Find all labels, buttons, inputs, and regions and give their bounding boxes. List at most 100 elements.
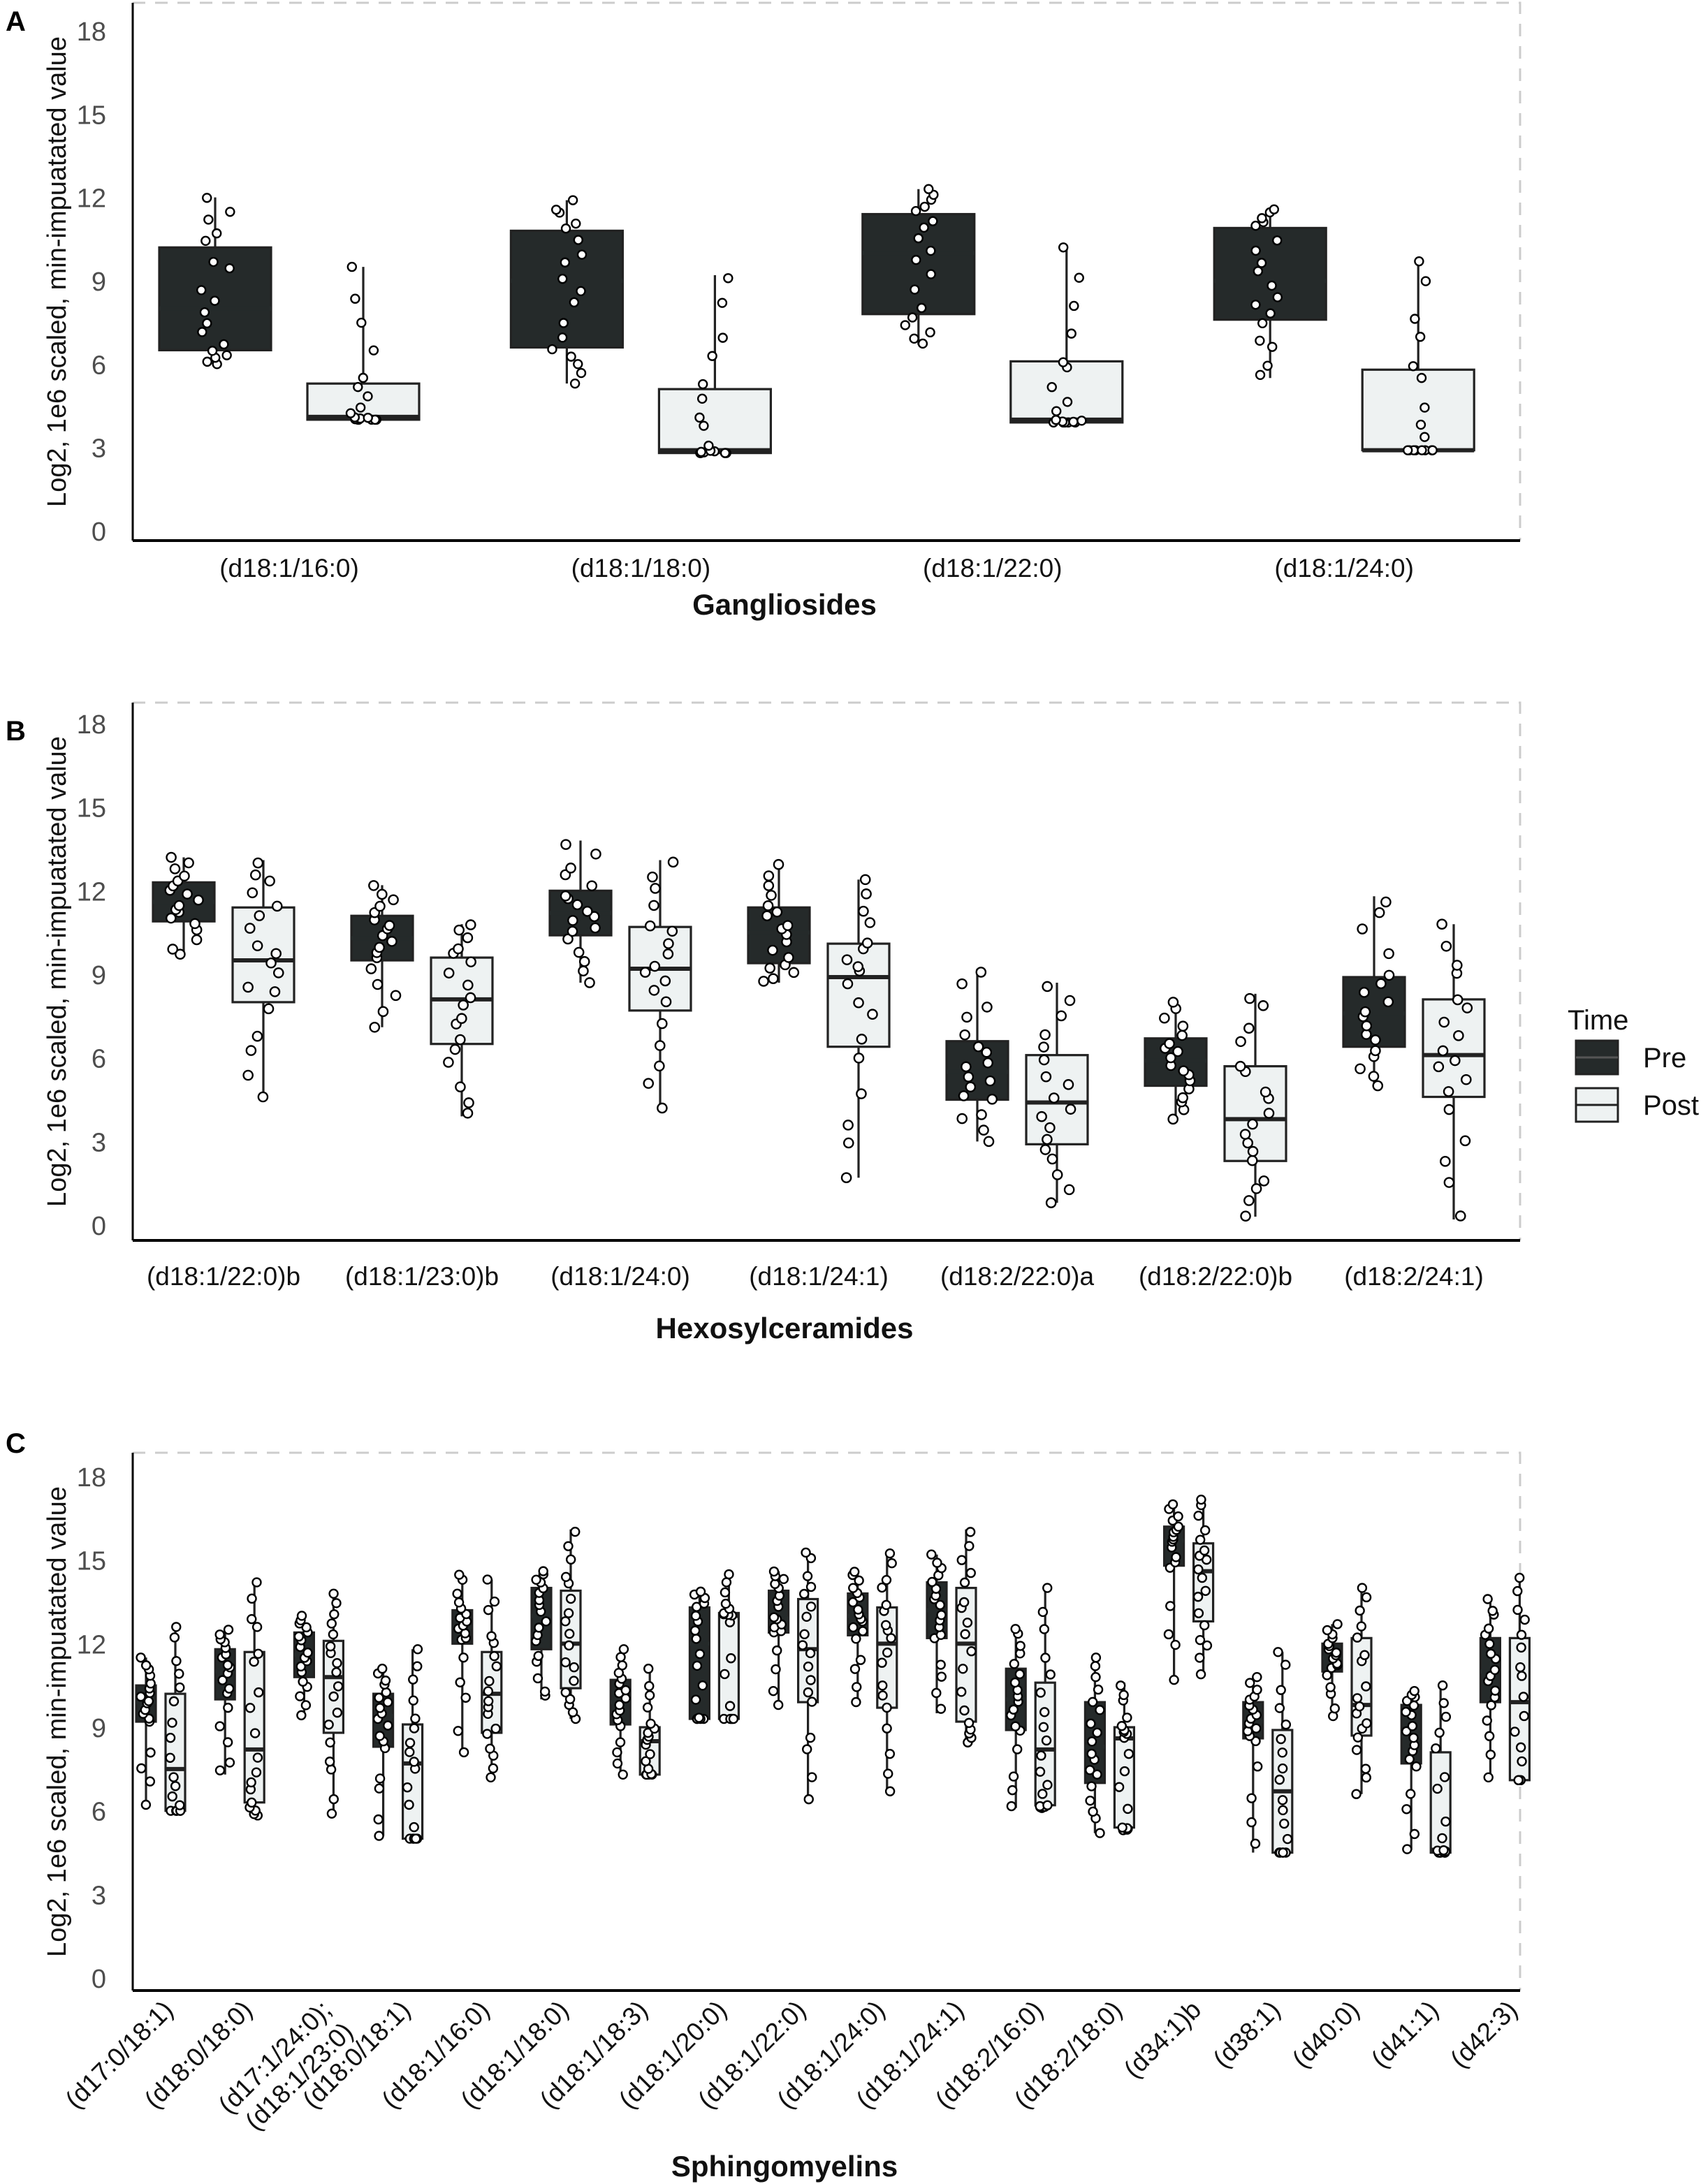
data-point <box>1368 1071 1380 1082</box>
data-point <box>1008 1771 1019 1782</box>
data-point <box>380 1676 391 1686</box>
data-point <box>1453 1030 1464 1041</box>
y-tick-label: 18 <box>77 1463 106 1493</box>
x-axis-title: Gangliosides <box>692 588 877 621</box>
data-point <box>1375 978 1387 990</box>
data-point <box>175 1800 185 1810</box>
data-point <box>1383 948 1394 960</box>
data-point <box>801 1547 811 1558</box>
data-point <box>402 1782 413 1793</box>
box-post <box>955 1527 977 1747</box>
box-post <box>1271 1647 1294 1858</box>
data-point <box>581 906 593 917</box>
data-point <box>1352 1693 1363 1703</box>
data-point <box>618 1644 629 1655</box>
data-point <box>1373 907 1385 918</box>
x-tick-label: (d18:2/24:1) <box>1344 1262 1484 1291</box>
data-point <box>1042 981 1053 992</box>
data-point <box>328 1691 339 1702</box>
data-point <box>1280 1720 1292 1730</box>
data-point <box>657 1102 668 1114</box>
data-point <box>452 1588 462 1599</box>
data-point <box>1322 1625 1333 1636</box>
data-point <box>271 900 283 912</box>
data-point <box>558 318 569 328</box>
data-point <box>936 1671 947 1682</box>
data-point <box>1242 1137 1253 1149</box>
data-point <box>767 944 778 956</box>
data-point <box>254 1687 264 1698</box>
data-point <box>1058 242 1069 253</box>
x-axis-title: Hexosylceramides <box>656 1312 914 1344</box>
data-point <box>1250 1838 1261 1849</box>
data-point <box>1437 1045 1449 1057</box>
data-point <box>958 1664 968 1674</box>
data-point <box>913 233 924 244</box>
data-point <box>485 1743 495 1754</box>
data-point <box>576 367 587 379</box>
data-point <box>849 1664 861 1674</box>
data-point <box>612 1747 622 1758</box>
box-post <box>1223 992 1287 1222</box>
data-point <box>1440 1156 1451 1167</box>
data-point <box>978 1124 989 1136</box>
data-point <box>191 934 203 946</box>
data-point <box>388 894 399 906</box>
data-point <box>925 327 935 338</box>
data-point <box>483 1696 494 1706</box>
data-point <box>703 440 714 451</box>
data-point <box>167 944 179 955</box>
data-point <box>1197 1572 1208 1583</box>
data-point <box>296 1710 307 1721</box>
data-point <box>694 1648 706 1659</box>
data-point <box>1439 1772 1450 1782</box>
data-point <box>404 1747 415 1757</box>
data-point <box>1437 1680 1448 1691</box>
data-point <box>565 1593 576 1604</box>
data-point <box>576 286 586 296</box>
x-tick-label: (d18:1/22:0) <box>923 554 1063 582</box>
data-point <box>560 1657 571 1668</box>
data-point <box>1093 1684 1104 1695</box>
data-point <box>1361 1772 1371 1783</box>
data-point <box>1088 1806 1098 1817</box>
data-point <box>324 1757 335 1767</box>
data-point <box>981 1002 993 1013</box>
data-point <box>1012 1744 1023 1754</box>
data-point <box>964 1541 975 1551</box>
data-point <box>1116 1680 1126 1691</box>
data-point <box>1484 1639 1495 1649</box>
data-point <box>1408 361 1419 372</box>
data-point <box>374 941 385 953</box>
data-point <box>412 1661 423 1671</box>
data-point <box>663 938 674 949</box>
data-point <box>1046 382 1057 393</box>
data-point <box>1035 1687 1046 1698</box>
data-point <box>647 871 658 883</box>
data-point <box>590 922 601 934</box>
data-point <box>547 344 557 355</box>
data-point <box>538 1566 548 1576</box>
data-point <box>409 1822 419 1833</box>
data-point <box>1278 1847 1288 1858</box>
y-axis-title: Log2, 1e6 scaled, min-impuatated value <box>43 1486 72 1957</box>
data-point <box>695 1586 706 1597</box>
data-point <box>847 1597 859 1608</box>
data-point <box>910 206 921 217</box>
data-point <box>615 1737 626 1747</box>
data-point <box>1173 1521 1184 1532</box>
data-point <box>1443 1086 1454 1097</box>
data-point <box>1409 1685 1419 1696</box>
data-point <box>454 1569 465 1580</box>
data-point <box>1167 997 1179 1008</box>
data-point <box>1085 1765 1095 1775</box>
data-point <box>1065 1104 1076 1115</box>
data-point <box>1192 1592 1204 1602</box>
data-point <box>1461 1073 1472 1085</box>
data-point <box>1195 1634 1206 1646</box>
data-point <box>643 1664 654 1674</box>
data-point <box>986 1094 998 1105</box>
data-point <box>1370 1034 1381 1046</box>
box-pre <box>451 1569 474 1758</box>
